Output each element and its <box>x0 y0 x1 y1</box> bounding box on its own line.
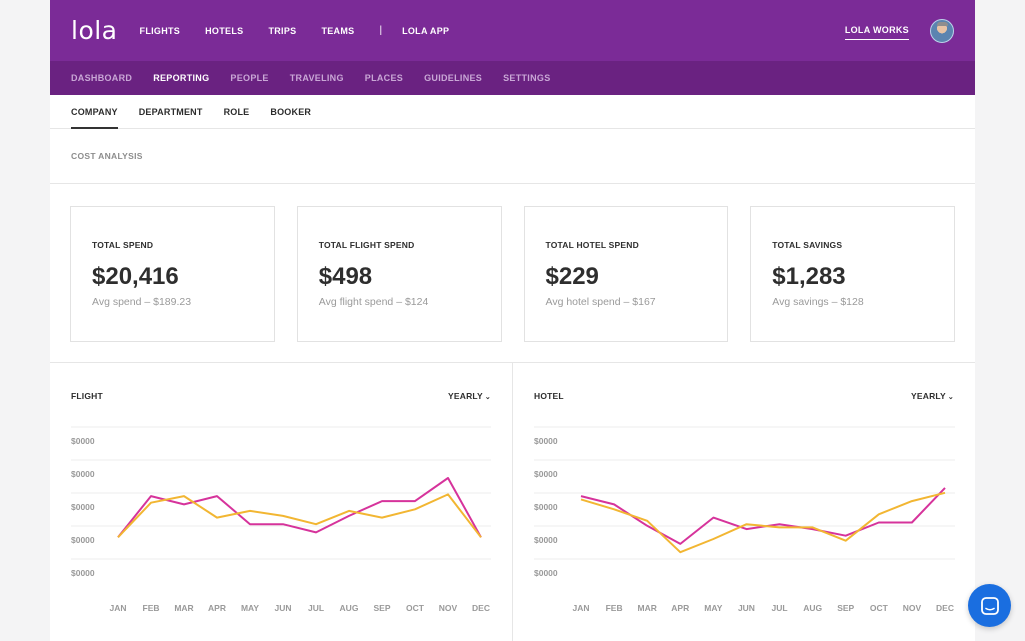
subnav-traveling[interactable]: TRAVELING <box>289 73 344 83</box>
workspace-link[interactable]: LOLA WORKS <box>844 25 909 40</box>
card-total-flight-spend: TOTAL FLIGHT SPEND $498 Avg flight spend… <box>296 206 502 342</box>
card-total-spend: TOTAL SPEND $20,416 Avg spend – $189.23 <box>70 206 275 342</box>
card-label: TOTAL HOTEL SPEND <box>545 240 639 250</box>
x-tick-label: DEC <box>936 603 954 613</box>
hotel-line-chart: $0000 $0000 $0000 $0000 $0000 JAN FEB MAR APR MAY… <box>534 426 955 613</box>
card-value: $498 <box>318 263 373 290</box>
y-tick-label: $0000 <box>71 469 95 479</box>
x-tick-label: JUN <box>738 603 755 613</box>
card-subtext: Avg spend – $189.23 <box>92 296 192 308</box>
card-value: $20,416 <box>92 263 179 290</box>
x-tick-label: OCT <box>870 603 889 613</box>
card-label: TOTAL SAVINGS <box>772 240 843 250</box>
x-tick-label: NOV <box>903 603 922 613</box>
y-tick-label: $0000 <box>71 502 95 512</box>
chat-button[interactable] <box>968 584 1011 627</box>
subnav-guidelines[interactable]: GUIDELINES <box>424 73 483 83</box>
section-title: COST ANALYSIS <box>50 129 975 184</box>
x-tick-label: APR <box>671 603 689 613</box>
card-value: $1,283 <box>772 263 846 290</box>
subnav-settings[interactable]: SETTINGS <box>503 73 551 83</box>
period-dropdown[interactable]: YEARLY ⌄ <box>911 391 954 401</box>
report-tabs: COMPANY DEPARTMENT ROLE BOOKER <box>50 95 975 129</box>
nav-trips[interactable]: TRIPS <box>268 25 297 36</box>
chart-title: FLIGHT <box>71 391 103 401</box>
tab-booker[interactable]: BOOKER <box>270 106 312 117</box>
subnav-people[interactable]: PEOPLE <box>230 73 269 83</box>
x-tick-label: JUL <box>308 603 324 613</box>
card-total-hotel-spend: TOTAL HOTEL SPEND $229 Avg hotel spend –… <box>523 206 729 342</box>
chevron-down-icon: ⌄ <box>947 394 954 401</box>
subnav-places[interactable]: PLACES <box>364 73 404 83</box>
x-tick-label: MAY <box>241 603 259 613</box>
x-tick-label: MAY <box>704 603 722 613</box>
account-area: LOLA WORKS <box>844 0 954 61</box>
flight-chart-panel: $0000 $0000 $0000 $0000 $0000 JAN FEB MAR APR MAY… <box>50 363 512 641</box>
charts-row: $0000 $0000 $0000 $0000 $0000 JAN FEB MAR APR MAY… <box>50 363 975 641</box>
tab-role[interactable]: ROLE <box>223 106 250 117</box>
sub-nav: DASHBOARD REPORTING PEOPLE TRAVELING PLA… <box>50 61 975 95</box>
nav-lola-app[interactable]: LOLA APP <box>402 25 450 36</box>
y-tick-label: $0000 <box>534 502 558 512</box>
top-header: lola FLIGHTS HOTELS TRIPS TEAMS | LOLA A… <box>50 0 975 61</box>
chevron-down-icon: ⌄ <box>484 394 491 401</box>
chat-icon <box>980 596 999 615</box>
card-subtext: Avg flight spend – $124 <box>318 296 429 308</box>
main-nav: FLIGHTS HOTELS TRIPS TEAMS | LOLA APP <box>140 25 475 36</box>
y-tick-label: $0000 <box>534 469 558 479</box>
nav-hotels[interactable]: HOTELS <box>205 25 244 36</box>
card-label: TOTAL SPEND <box>92 240 154 250</box>
chart-title: HOTEL <box>534 391 564 401</box>
y-tick-label: $0000 <box>71 568 95 578</box>
tab-department[interactable]: DEPARTMENT <box>138 106 203 117</box>
subnav-dashboard[interactable]: DASHBOARD <box>71 73 133 83</box>
subnav-reporting[interactable]: REPORTING <box>153 73 210 83</box>
series-line-0 <box>117 477 482 538</box>
x-tick-label: JUL <box>772 603 788 613</box>
x-tick-label: MAR <box>174 603 193 613</box>
avatar[interactable] <box>930 18 954 43</box>
card-subtext: Avg hotel spend – $167 <box>545 296 656 308</box>
x-tick-label: DEC <box>472 603 490 613</box>
y-tick-label: $0000 <box>534 436 558 446</box>
card-total-savings: TOTAL SAVINGS $1,283 Avg savings – $128 <box>750 206 955 342</box>
nav-flights[interactable]: FLIGHTS <box>139 25 181 36</box>
y-tick-label: $0000 <box>534 568 558 578</box>
card-subtext: Avg savings – $128 <box>772 296 864 308</box>
tab-company[interactable]: COMPANY <box>71 95 118 129</box>
y-tick-label: $0000 <box>71 535 95 545</box>
series-line-1 <box>580 491 946 554</box>
nav-teams[interactable]: TEAMS <box>321 25 355 36</box>
x-tick-label: APR <box>208 603 226 613</box>
period-dropdown[interactable]: YEARLY ⌄ <box>448 391 491 401</box>
x-tick-label: OCT <box>406 603 425 613</box>
y-tick-label: $0000 <box>534 535 558 545</box>
x-tick-label: JUN <box>274 603 291 613</box>
y-tick-label: $0000 <box>71 436 95 446</box>
x-tick-label: SEP <box>837 603 854 613</box>
x-tick-label: MAR <box>638 603 657 613</box>
hotel-chart-panel: $0000 $0000 $0000 $0000 $0000 JAN FEB MAR APR MAY… <box>512 363 975 641</box>
card-value: $229 <box>545 263 599 290</box>
lola-logo[interactable]: lola <box>71 16 118 45</box>
x-tick-label: FEB <box>143 603 160 613</box>
nav-separator: | <box>379 25 383 36</box>
series-line-1 <box>117 493 482 538</box>
period-label: YEARLY <box>448 391 483 401</box>
x-tick-label: SEP <box>373 603 390 613</box>
flight-line-chart: $0000 $0000 $0000 $0000 $0000 JAN FEB MAR APR MAY… <box>71 426 491 613</box>
x-tick-label: AUG <box>803 603 822 613</box>
x-tick-label: FEB <box>606 603 623 613</box>
period-label: YEARLY <box>911 391 946 401</box>
app-window: lola FLIGHTS HOTELS TRIPS TEAMS | LOLA A… <box>50 0 975 641</box>
x-tick-label: JAN <box>572 603 589 613</box>
x-tick-label: NOV <box>439 603 458 613</box>
card-label: TOTAL FLIGHT SPEND <box>318 240 415 250</box>
summary-cards: TOTAL SPEND $20,416 Avg spend – $189.23 … <box>50 184 975 363</box>
x-tick-label: AUG <box>340 603 359 613</box>
x-tick-label: JAN <box>109 603 126 613</box>
